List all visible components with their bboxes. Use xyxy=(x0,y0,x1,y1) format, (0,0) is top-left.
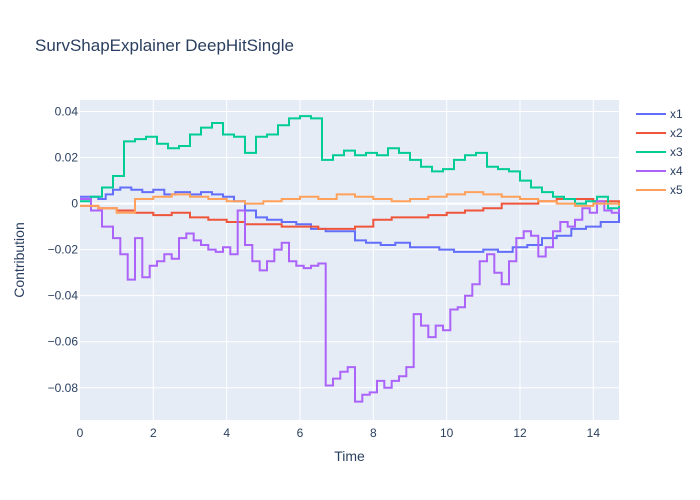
tick-labels: 0 2 4 6 8 10 12 14 0.04 0.02 0 −0.02 −0.04 −0.06 −0.08 xyxy=(48,105,601,440)
legend-label: x3 xyxy=(670,145,683,159)
series-line-x2 xyxy=(80,198,620,230)
series-line-x4 xyxy=(80,198,620,403)
y-tick-label: −0.02 xyxy=(48,243,79,257)
y-axis-label: Contribution xyxy=(11,222,27,298)
x-tick-label: 12 xyxy=(513,426,527,440)
chart-title: SurvShapExplainer DeepHitSingle xyxy=(35,36,294,55)
x-tick-label: 4 xyxy=(223,426,230,440)
legend-label: x4 xyxy=(670,164,683,178)
y-tick-label: 0.02 xyxy=(55,151,79,165)
legend-label: x1 xyxy=(670,107,683,121)
x-axis-label: Time xyxy=(334,448,365,464)
y-tick-label: −0.06 xyxy=(48,335,79,349)
y-tick-label: 0 xyxy=(71,197,78,211)
legend[interactable]: x1 x2 x3 x4 x5 xyxy=(636,107,683,197)
x-tick-label: 14 xyxy=(587,426,601,440)
x-tick-label: 0 xyxy=(77,426,84,440)
y-tick-label: −0.04 xyxy=(48,289,79,303)
x-tick-label: 8 xyxy=(370,426,377,440)
legend-label: x2 xyxy=(670,126,683,140)
legend-item-x2[interactable]: x2 xyxy=(636,126,683,140)
legend-item-x5[interactable]: x5 xyxy=(636,183,683,197)
x-tick-label: 6 xyxy=(297,426,304,440)
series-line-x5 xyxy=(80,191,620,214)
legend-item-x4[interactable]: x4 xyxy=(636,164,683,178)
series-layer xyxy=(80,115,620,403)
series-line-x3 xyxy=(80,115,620,210)
y-tick-label: −0.08 xyxy=(48,381,79,395)
x-tick-label: 10 xyxy=(440,426,454,440)
x-tick-label: 2 xyxy=(150,426,157,440)
y-tick-label: 0.04 xyxy=(55,105,79,119)
legend-label: x5 xyxy=(670,183,683,197)
plot-area xyxy=(80,100,619,420)
legend-item-x1[interactable]: x1 xyxy=(636,107,683,121)
legend-item-x3[interactable]: x3 xyxy=(636,145,683,159)
